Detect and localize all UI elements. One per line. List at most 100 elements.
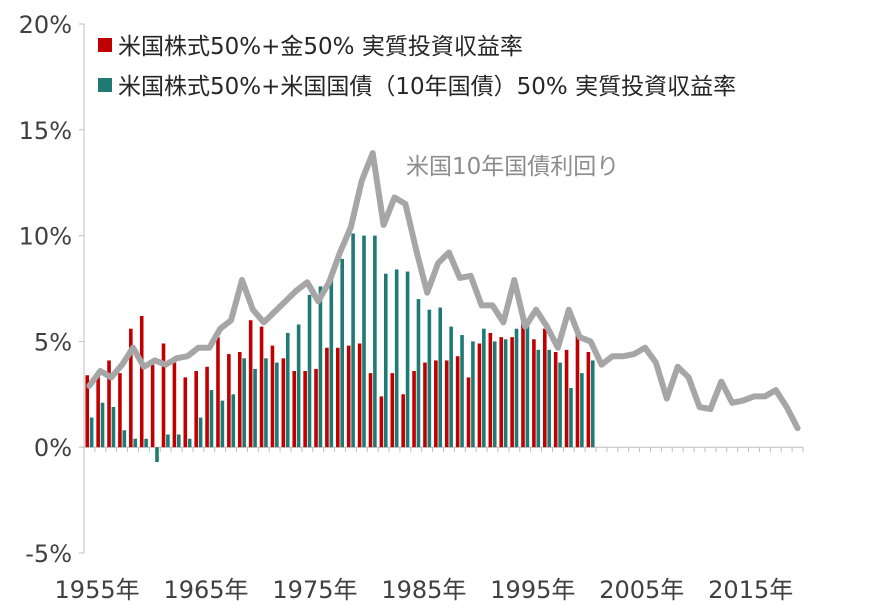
bar-stock-bond — [569, 387, 573, 448]
bar-stock-gold — [194, 371, 198, 448]
bar-stock-bond — [351, 233, 355, 448]
legend-label: 米国株式50%+金50% 実質投資収益率 — [118, 34, 523, 60]
bar-stock-gold — [455, 356, 460, 448]
bar-stock-bond — [209, 390, 214, 448]
bar-stock-gold — [172, 362, 177, 448]
bar-stock-gold — [325, 347, 329, 448]
bar-stock-gold — [423, 362, 427, 448]
bar-stock-gold — [575, 335, 580, 448]
y-tick-label: -5% — [25, 540, 72, 568]
bar-stock-gold — [85, 375, 90, 448]
bar-stock-bond — [558, 362, 562, 448]
bar-stock-bond — [340, 258, 345, 448]
bar-stock-bond — [264, 358, 268, 448]
bar-stock-bond — [176, 434, 181, 448]
bar-stock-gold — [542, 328, 547, 448]
bar-stock-gold — [434, 360, 438, 448]
x-tick-label: 1975年 — [272, 576, 357, 604]
bar-stock-bond — [590, 360, 595, 448]
bar-stock-gold — [150, 364, 155, 448]
bar-stock-bond — [242, 358, 246, 448]
bar-stock-gold — [303, 371, 307, 448]
bar-stock-gold — [357, 343, 362, 448]
bar-stock-gold — [314, 368, 318, 448]
bar-stock-bond — [394, 269, 399, 448]
x-tick-label: 1995年 — [490, 576, 575, 604]
y-tick-label: 15% — [19, 117, 72, 145]
bar-stock-bond — [155, 447, 159, 463]
bar-stock-gold — [139, 316, 144, 448]
bar-stock-gold — [346, 345, 351, 448]
bar-stock-gold — [532, 339, 536, 448]
bar-stock-bond — [166, 434, 170, 448]
bar-stock-gold — [270, 345, 275, 448]
bar-stock-gold — [586, 351, 591, 448]
bar-stock-bond — [231, 394, 236, 448]
bar-stock-bond — [133, 438, 138, 448]
line-annotation: 米国10年国債利回り — [406, 154, 619, 180]
y-tick-label: 20% — [19, 11, 72, 39]
bar-stock-bond — [427, 309, 432, 448]
bar-stock-gold — [488, 332, 493, 448]
bar-stock-bond — [89, 417, 94, 448]
bar-stock-gold — [183, 377, 188, 448]
x-tick-label: 2005年 — [599, 576, 684, 604]
legend-swatch — [98, 38, 112, 52]
bar-stock-gold — [368, 373, 373, 448]
bar-stock-bond — [285, 332, 290, 448]
bar-stock-bond — [492, 341, 497, 448]
bar-stock-gold — [390, 373, 395, 448]
bar-stock-bond — [514, 328, 519, 448]
bar-stock-gold — [259, 326, 264, 448]
y-tick-label: 0% — [34, 434, 72, 462]
y-tick-label: 10% — [19, 223, 72, 251]
x-tick-label: 1965年 — [163, 576, 248, 604]
bar-stock-gold — [412, 371, 416, 448]
y-tick-label: 5% — [34, 328, 72, 356]
bar-stock-bond — [318, 286, 323, 448]
bar-stock-gold — [248, 320, 253, 448]
bar-stock-gold — [107, 360, 111, 448]
bar-stock-gold — [477, 343, 482, 448]
bar-stock-gold — [401, 394, 405, 448]
bar-stock-bond — [373, 235, 377, 448]
bar-stock-bond — [122, 430, 127, 448]
bar-stock-bond — [438, 307, 443, 448]
line-series — [86, 150, 801, 432]
bar-stock-gold — [564, 349, 569, 448]
bar-stock-gold — [553, 351, 558, 448]
legend-swatch — [98, 78, 112, 92]
bar-stock-gold — [205, 366, 209, 448]
annotations: 米国10年国債利回り — [406, 154, 619, 180]
bar-stock-bond — [187, 438, 192, 448]
bar-stock-bond — [275, 362, 279, 448]
bar-stock-bond — [580, 373, 584, 448]
bar-stock-bond — [482, 328, 486, 448]
bar-stock-gold — [161, 343, 166, 448]
bar-stock-gold — [281, 358, 286, 448]
bar-stock-bond — [471, 341, 475, 448]
line-treasury-yield — [86, 150, 801, 432]
bar-stock-gold — [466, 377, 471, 448]
bar-stock-bond — [253, 368, 257, 448]
bar-stock-bond — [416, 299, 421, 448]
bars — [85, 233, 595, 463]
bar-stock-gold — [379, 396, 384, 448]
bar-stock-gold — [118, 373, 122, 448]
bar-stock-gold — [521, 322, 525, 448]
bar-stock-gold — [499, 337, 504, 448]
bar-stock-gold — [129, 328, 133, 448]
bar-stock-gold — [444, 360, 449, 448]
bar-stock-bond — [329, 280, 334, 448]
bar-stock-bond — [503, 339, 508, 448]
bar-stock-bond — [296, 324, 301, 448]
x-tick-label: 2015年 — [708, 576, 793, 604]
legend: 米国株式50%+金50% 実質投資収益率米国株式50%+米国国債（10年国債）5… — [98, 34, 736, 100]
x-tick-label: 1985年 — [381, 576, 466, 604]
bar-stock-bond — [307, 294, 312, 448]
bar-stock-gold — [292, 371, 297, 448]
bar-stock-gold — [336, 347, 340, 448]
bar-stock-gold — [237, 351, 242, 448]
